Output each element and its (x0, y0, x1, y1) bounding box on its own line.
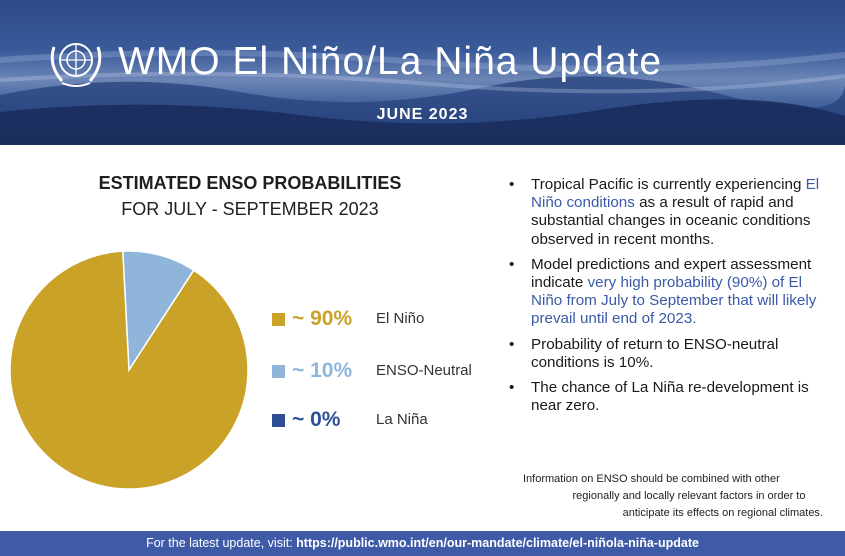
note-line-1: Information on ENSO should be combined w… (523, 473, 780, 485)
bullet-text: Tropical Pacific is currently experienci… (531, 176, 806, 193)
bullet-dot: • (509, 379, 515, 397)
chart-title: ESTIMATED ENSO PROBABILITIES (98, 173, 402, 193)
chart-subtitle: FOR JULY - SEPTEMBER 2023 (121, 199, 379, 219)
bullet-dot: • (509, 176, 515, 193)
enso-pie-chart (9, 250, 249, 490)
note-line-3: anticipate its effects on regional clima… (622, 507, 823, 519)
bullet-text: Model predictions and expert assessment … (531, 255, 812, 292)
legend-label-la-nina: La Niña (376, 411, 428, 428)
key-point-3: • Probability of return to ENSO-neutral c… (507, 336, 837, 372)
un-emblem-icon (50, 43, 102, 87)
bullet-text: The chance of La Niña re-development is … (531, 379, 809, 415)
key-point-1: • Tropical Pacific is currently experienc… (507, 176, 837, 249)
bullet-dot: • (509, 335, 515, 353)
footer-bar: For the latest update, visit: https://pu… (0, 531, 845, 556)
legend-label-enso-neutral: ENSO-Neutral (376, 362, 472, 379)
legend-item-el-nino: ~ 90% El Niño (272, 304, 502, 334)
header-banner: WMO El Niño/La Niña Update JUNE 2023 (0, 0, 845, 145)
legend-swatch-la-nina (272, 414, 285, 427)
ocean-background (0, 49, 845, 145)
issue-date: JUNE 2023 (376, 106, 469, 123)
footer-link[interactable]: https://public.wmo.int/en/our-mandate/cl… (296, 536, 699, 550)
bullet-dot: • (509, 255, 515, 273)
legend-item-enso-neutral: ~ 10% ENSO-Neutral (272, 356, 502, 386)
highlighted-text: El Niño conditions (531, 176, 820, 212)
legend-percent-la-nina: ~ 0% (292, 408, 341, 431)
legend-label-el-nino: El Niño (376, 310, 425, 327)
legend-percent-enso-neutral: ~ 10% (292, 359, 353, 382)
legend-swatch-enso-neutral (272, 365, 285, 378)
key-point-4: • The chance of La Niña re-development is… (507, 379, 837, 415)
legend-percent-el-nino: ~ 90% (292, 307, 353, 330)
note-line-2: regionally and locally relevant factors … (572, 490, 806, 502)
footer-prefix: For the latest update, visit: (146, 536, 297, 550)
highlighted-text: very high probability (90%) of El Niño f… (531, 274, 817, 328)
legend-item-la-nina: ~ 0% La Niña (272, 405, 502, 435)
legend-swatch-el-nino (272, 313, 285, 326)
key-points-list: • Tropical Pacific is currently experienc… (507, 176, 837, 422)
bullet-text: Probability of return to ENSO-neutral co… (531, 335, 779, 371)
page-title: WMO El Niño/La Niña Update (118, 40, 663, 83)
pie-slice-el-ni-o (9, 250, 249, 490)
bullet-text: as a result of rapid and substantial cha… (531, 194, 811, 248)
key-point-2: • Model predictions and expert assessment… (507, 256, 837, 329)
info-note: Information on ENSO should be combined w… (515, 471, 835, 522)
pie-slice-enso-neutral (121, 250, 195, 373)
